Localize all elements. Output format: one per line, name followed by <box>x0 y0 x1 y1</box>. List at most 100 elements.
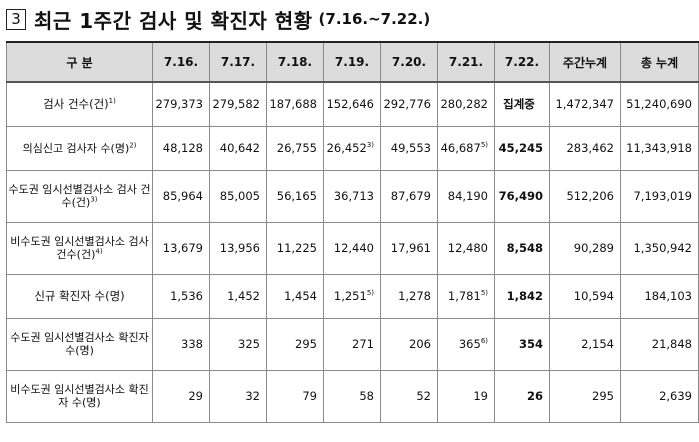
daily-value: 85,005 <box>219 189 260 203</box>
daily-value-cell: 325 <box>209 317 267 371</box>
daily-value-cell: 279,582 <box>209 81 267 127</box>
daily-value: 354 <box>518 337 543 351</box>
daily-value: 집계중 <box>503 97 535 112</box>
row-label: 수도권 임시선별검사소 확진자 수(명) <box>6 317 153 371</box>
section-number-box: 3 <box>6 8 26 30</box>
daily-value-cell: 3656) <box>437 317 495 371</box>
daily-value: 279,582 <box>212 97 260 112</box>
row-label: 의심신고 검사자 수(명)2) <box>6 125 153 171</box>
daily-value: 1,452 <box>227 289 260 303</box>
daily-value-cell: 집계중 <box>494 81 550 127</box>
daily-value-cell: 1,536 <box>152 273 210 319</box>
daily-value: 58 <box>359 389 374 403</box>
daily-value: 84,190 <box>447 189 488 203</box>
row-label: 신규 확진자 수(명) <box>6 273 153 319</box>
daily-value-cell: 48,128 <box>152 125 210 171</box>
daily-value: 1,842 <box>506 289 543 303</box>
header-weekly-total: 주간누계 <box>549 41 621 83</box>
daily-value-cell: 12,440 <box>323 221 381 275</box>
daily-value: 79 <box>302 389 317 403</box>
daily-value: 52 <box>416 389 431 403</box>
daily-value-cell: 56,165 <box>266 169 324 223</box>
weekly-total-cell: 512,206 <box>549 169 621 223</box>
title-date-range: (7.16.~7.22.) <box>318 10 431 28</box>
daily-value: 26,755 <box>276 141 317 155</box>
total-cell: 21,848 <box>620 317 699 371</box>
daily-value: 295 <box>295 337 317 351</box>
total-cell: 1,350,942 <box>620 221 699 275</box>
table-row: 수도권 임시선별검사소 검사 건수(건)3) 85,964 85,005 56,165… <box>6 169 699 223</box>
daily-value-cell: 79 <box>266 369 324 423</box>
table-row: 신규 확진자 수(명) 1,536 1,452 1,454 1,2515) 1,278 1,… <box>6 273 699 319</box>
daily-value: 49,553 <box>390 141 431 155</box>
testing-and-cases-table: 구 분 7.16. 7.17. 7.18. 7.19. 7.20. 7.21. … <box>6 41 699 423</box>
daily-value: 187,688 <box>269 97 317 112</box>
daily-value: 29 <box>188 389 203 403</box>
daily-value: 76,490 <box>498 189 543 203</box>
row-label-text: 수도권 임시선별검사소 확진자 수(명) <box>10 331 149 357</box>
daily-value-cell: 11,225 <box>266 221 324 275</box>
daily-value-cell: 87,679 <box>380 169 438 223</box>
daily-value: 40,642 <box>219 141 260 155</box>
weekly-total-cell: 295 <box>549 369 621 423</box>
header-date: 7.18. <box>266 41 324 83</box>
daily-value: 36,713 <box>333 189 374 203</box>
daily-value-cell: 26,4523) <box>323 125 381 171</box>
daily-value-cell: 279,373 <box>152 81 210 127</box>
footnote-marker: 5) <box>480 141 488 150</box>
footnote-marker: 4) <box>95 247 103 256</box>
daily-value: 13,956 <box>219 241 260 255</box>
daily-value-cell: 36,713 <box>323 169 381 223</box>
daily-value: 48,128 <box>162 141 203 155</box>
total-cell: 2,639 <box>620 369 699 423</box>
row-label-text: 수도권 임시선별검사소 검사 건수(건) <box>8 183 151 209</box>
weekly-total-cell: 2,154 <box>549 317 621 371</box>
daily-value-cell: 187,688 <box>266 81 324 127</box>
table-row: 비수도권 임시선별검사소 검사 건수(건)4) 13,679 13,956 11,22… <box>6 221 699 275</box>
total-cell: 184,103 <box>620 273 699 319</box>
daily-value: 13,679 <box>162 241 203 255</box>
total-cell: 7,193,019 <box>620 169 699 223</box>
daily-value-cell: 354 <box>494 317 550 371</box>
daily-value: 1,251 <box>333 289 367 303</box>
footnote-marker: 3) <box>366 141 374 150</box>
daily-value-cell: 26 <box>494 369 550 423</box>
footnote-marker: 5) <box>366 289 374 298</box>
daily-value: 338 <box>181 337 203 351</box>
daily-value: 152,646 <box>326 97 374 112</box>
daily-value-cell: 12,480 <box>437 221 495 275</box>
daily-value-cell: 84,190 <box>437 169 495 223</box>
title-text: 최근 1주간 검사 및 확진자 현황 <box>34 8 313 33</box>
header-date: 7.17. <box>209 41 267 83</box>
daily-value-cell: 85,964 <box>152 169 210 223</box>
daily-value: 1,781 <box>447 289 481 303</box>
daily-value-cell: 13,956 <box>209 221 267 275</box>
daily-value: 8,548 <box>506 241 543 255</box>
total-cell: 11,343,918 <box>620 125 699 171</box>
daily-value-cell: 58 <box>323 369 381 423</box>
footnote-marker: 1) <box>108 97 116 106</box>
row-label: 검사 건수(건)1) <box>6 81 153 127</box>
daily-value: 12,440 <box>333 241 374 255</box>
weekly-total-cell: 90,289 <box>549 221 621 275</box>
daily-value: 280,282 <box>440 97 488 112</box>
daily-value: 19 <box>473 389 488 403</box>
daily-value-cell: 40,642 <box>209 125 267 171</box>
daily-value-cell: 52 <box>380 369 438 423</box>
daily-value: 1,278 <box>398 289 431 303</box>
row-label-text: 의심신고 검사자 수(명) <box>22 141 130 155</box>
daily-value: 279,373 <box>155 97 203 112</box>
table-row: 의심신고 검사자 수(명)2) 48,128 40,642 26,755 26,4523… <box>6 125 699 171</box>
section-title: 3 최근 1주간 검사 및 확진자 현황 (7.16.~7.22.) <box>6 4 430 34</box>
daily-value: 206 <box>409 337 431 351</box>
daily-value: 292,776 <box>383 97 431 112</box>
row-label: 수도권 임시선별검사소 검사 건수(건)3) <box>6 169 153 223</box>
daily-value: 11,225 <box>276 241 317 255</box>
weekly-total-cell: 10,594 <box>549 273 621 319</box>
daily-value-cell: 206 <box>380 317 438 371</box>
daily-value: 45,245 <box>498 141 543 155</box>
daily-value-cell: 271 <box>323 317 381 371</box>
row-label-text: 비수도권 임시선별검사소 확진자 수(명) <box>10 383 149 409</box>
row-label-text: 신규 확진자 수(명) <box>34 289 125 303</box>
daily-value-cell: 1,278 <box>380 273 438 319</box>
